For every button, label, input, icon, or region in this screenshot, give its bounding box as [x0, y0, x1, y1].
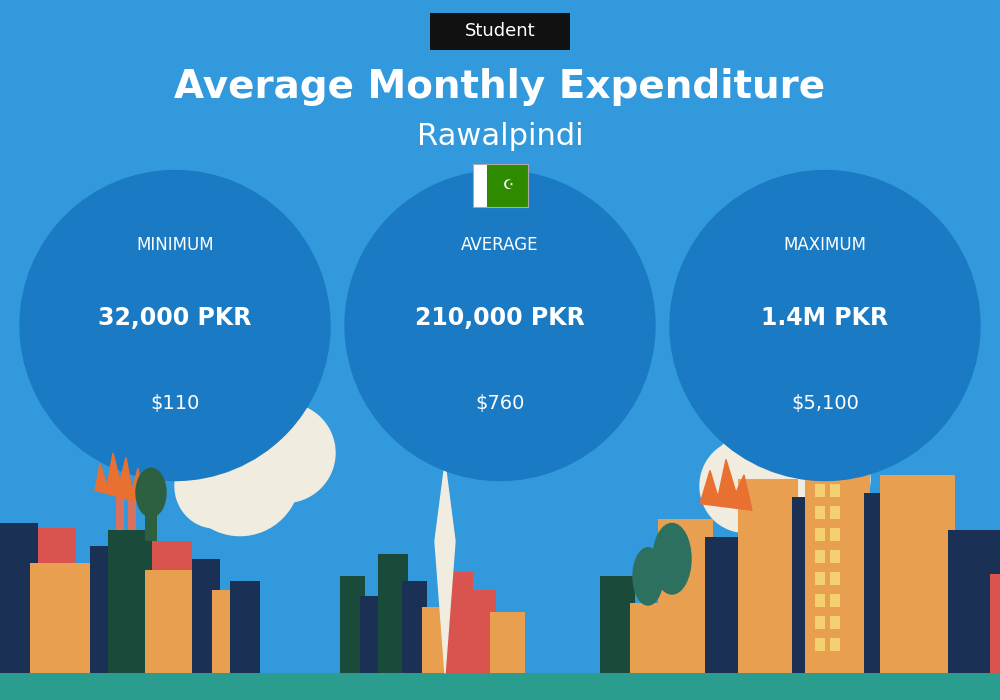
- FancyBboxPatch shape: [830, 550, 840, 563]
- FancyBboxPatch shape: [360, 596, 382, 673]
- FancyBboxPatch shape: [864, 493, 884, 673]
- Text: 1.4M PKR: 1.4M PKR: [761, 306, 889, 330]
- FancyBboxPatch shape: [815, 528, 825, 541]
- FancyBboxPatch shape: [212, 589, 244, 673]
- Ellipse shape: [136, 468, 166, 517]
- FancyBboxPatch shape: [430, 13, 570, 50]
- FancyBboxPatch shape: [792, 497, 810, 673]
- Text: MINIMUM: MINIMUM: [136, 236, 214, 254]
- FancyBboxPatch shape: [830, 594, 840, 607]
- FancyBboxPatch shape: [473, 164, 487, 207]
- Ellipse shape: [175, 444, 255, 528]
- Ellipse shape: [653, 524, 691, 594]
- Polygon shape: [700, 459, 752, 510]
- Text: $5,100: $5,100: [791, 393, 859, 412]
- FancyBboxPatch shape: [815, 484, 825, 497]
- FancyBboxPatch shape: [815, 550, 825, 563]
- FancyBboxPatch shape: [830, 528, 840, 541]
- FancyBboxPatch shape: [630, 603, 660, 673]
- Text: 32,000 PKR: 32,000 PKR: [98, 306, 252, 330]
- FancyBboxPatch shape: [340, 576, 365, 673]
- FancyBboxPatch shape: [145, 570, 200, 673]
- FancyBboxPatch shape: [0, 673, 1000, 700]
- FancyBboxPatch shape: [108, 530, 156, 673]
- FancyBboxPatch shape: [830, 638, 840, 651]
- FancyBboxPatch shape: [230, 581, 260, 673]
- FancyBboxPatch shape: [948, 530, 1000, 673]
- FancyBboxPatch shape: [145, 486, 157, 541]
- FancyBboxPatch shape: [128, 499, 136, 530]
- FancyBboxPatch shape: [490, 612, 525, 673]
- FancyBboxPatch shape: [445, 572, 473, 673]
- Ellipse shape: [20, 171, 330, 480]
- FancyBboxPatch shape: [38, 528, 76, 563]
- FancyBboxPatch shape: [402, 581, 427, 673]
- FancyBboxPatch shape: [192, 559, 220, 673]
- Text: 210,000 PKR: 210,000 PKR: [415, 306, 585, 330]
- Text: AVERAGE: AVERAGE: [461, 236, 539, 254]
- FancyBboxPatch shape: [152, 541, 192, 570]
- Text: $760: $760: [475, 393, 525, 412]
- FancyBboxPatch shape: [815, 572, 825, 585]
- Ellipse shape: [345, 171, 655, 480]
- FancyBboxPatch shape: [738, 480, 798, 673]
- FancyBboxPatch shape: [830, 616, 840, 629]
- Ellipse shape: [780, 435, 870, 524]
- Text: ☪: ☪: [503, 179, 514, 192]
- FancyBboxPatch shape: [85, 585, 115, 673]
- FancyBboxPatch shape: [815, 638, 825, 651]
- Ellipse shape: [720, 403, 850, 524]
- FancyBboxPatch shape: [466, 589, 496, 673]
- FancyBboxPatch shape: [815, 616, 825, 629]
- Text: $110: $110: [150, 393, 200, 412]
- FancyBboxPatch shape: [90, 545, 112, 673]
- FancyBboxPatch shape: [815, 594, 825, 607]
- FancyBboxPatch shape: [705, 537, 743, 673]
- Polygon shape: [95, 453, 144, 503]
- FancyBboxPatch shape: [830, 572, 840, 585]
- FancyBboxPatch shape: [815, 506, 825, 519]
- Ellipse shape: [235, 403, 335, 503]
- Text: Student: Student: [465, 22, 535, 41]
- FancyBboxPatch shape: [805, 464, 870, 673]
- Ellipse shape: [700, 440, 790, 532]
- FancyBboxPatch shape: [378, 554, 408, 673]
- FancyBboxPatch shape: [0, 524, 38, 673]
- Text: Rawalpindi: Rawalpindi: [417, 122, 583, 151]
- Ellipse shape: [633, 547, 663, 605]
- Ellipse shape: [670, 171, 980, 480]
- Text: Average Monthly Expenditure: Average Monthly Expenditure: [174, 69, 826, 106]
- FancyBboxPatch shape: [116, 491, 124, 530]
- Polygon shape: [435, 464, 455, 673]
- Ellipse shape: [180, 414, 300, 536]
- FancyBboxPatch shape: [487, 164, 528, 207]
- FancyBboxPatch shape: [880, 475, 955, 673]
- FancyBboxPatch shape: [830, 506, 840, 519]
- FancyBboxPatch shape: [658, 519, 713, 673]
- FancyBboxPatch shape: [600, 576, 635, 673]
- FancyBboxPatch shape: [990, 574, 1000, 673]
- FancyBboxPatch shape: [830, 484, 840, 497]
- FancyBboxPatch shape: [30, 563, 90, 673]
- FancyBboxPatch shape: [422, 607, 452, 673]
- Text: MAXIMUM: MAXIMUM: [784, 236, 866, 254]
